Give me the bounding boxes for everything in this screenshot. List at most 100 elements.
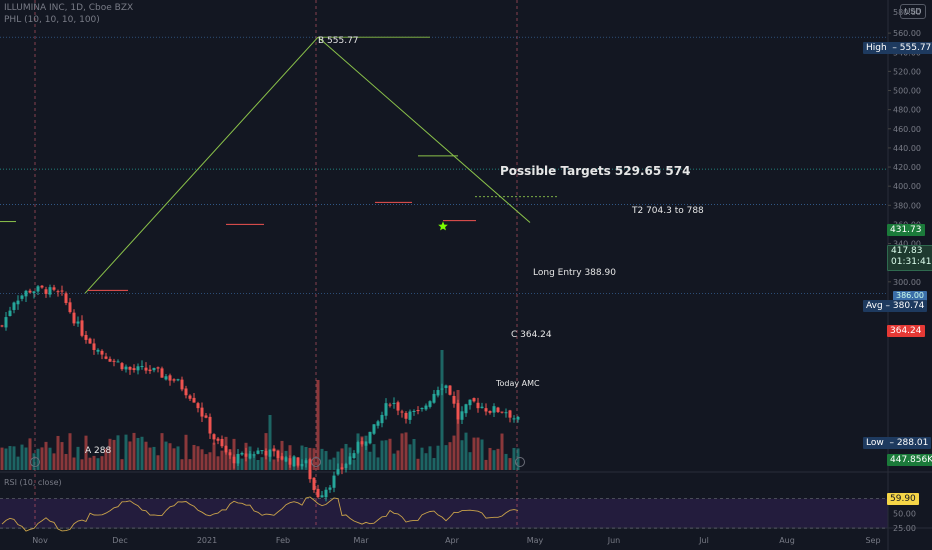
candle[interactable] — [188, 395, 192, 399]
candle[interactable] — [464, 404, 468, 414]
candle[interactable] — [20, 295, 24, 299]
candle[interactable] — [84, 334, 88, 340]
candle[interactable] — [132, 368, 136, 371]
candle[interactable] — [48, 287, 52, 295]
candle[interactable] — [256, 450, 260, 454]
candle[interactable] — [156, 367, 160, 369]
candle[interactable] — [144, 367, 148, 371]
candle[interactable] — [388, 404, 392, 406]
candle[interactable] — [120, 363, 124, 370]
candle[interactable] — [460, 411, 464, 420]
trend-line-bc[interactable] — [317, 36, 531, 223]
candle[interactable] — [92, 343, 96, 350]
candle[interactable] — [504, 412, 508, 414]
candle[interactable] — [12, 302, 16, 310]
candle[interactable] — [396, 402, 400, 411]
candle[interactable] — [200, 407, 204, 417]
candle[interactable] — [416, 410, 420, 412]
candle[interactable] — [368, 431, 372, 444]
candle[interactable] — [32, 291, 36, 294]
candle[interactable] — [72, 312, 76, 324]
candle[interactable] — [4, 317, 8, 328]
candle[interactable] — [324, 489, 328, 498]
candle[interactable] — [212, 434, 216, 440]
candle[interactable] — [392, 402, 396, 404]
candle[interactable] — [192, 397, 196, 403]
candle[interactable] — [124, 366, 128, 370]
candle[interactable] — [480, 406, 484, 409]
candle[interactable] — [260, 450, 264, 452]
candle[interactable] — [64, 293, 68, 304]
candle[interactable] — [184, 388, 188, 396]
candle[interactable] — [352, 453, 356, 459]
candle[interactable] — [372, 424, 376, 434]
candle[interactable] — [0, 325, 4, 327]
candle[interactable] — [424, 405, 428, 410]
candle[interactable] — [488, 411, 492, 413]
candle[interactable] — [80, 320, 84, 336]
candle[interactable] — [168, 375, 172, 381]
candle[interactable] — [328, 487, 332, 490]
candle[interactable] — [40, 285, 44, 288]
candle[interactable] — [240, 452, 244, 455]
candle[interactable] — [428, 401, 432, 407]
candle[interactable] — [112, 360, 116, 362]
candle[interactable] — [16, 300, 20, 305]
candle[interactable] — [28, 290, 32, 293]
candle[interactable] — [516, 416, 520, 420]
candle[interactable] — [8, 310, 12, 317]
candle[interactable] — [452, 395, 456, 404]
candle[interactable] — [128, 366, 132, 370]
candle[interactable] — [176, 379, 180, 381]
candle[interactable] — [404, 412, 408, 419]
candle[interactable] — [432, 393, 436, 403]
candle[interactable] — [76, 321, 80, 324]
candle[interactable] — [116, 361, 120, 363]
candle[interactable] — [472, 398, 476, 402]
candle[interactable] — [136, 366, 140, 371]
candle[interactable] — [408, 411, 412, 420]
candle[interactable] — [420, 408, 424, 410]
trend-line-ab[interactable] — [84, 36, 319, 294]
candle[interactable] — [448, 385, 452, 395]
candle[interactable] — [272, 448, 276, 452]
candle[interactable] — [148, 369, 152, 372]
candle[interactable] — [204, 415, 208, 418]
candle[interactable] — [500, 411, 504, 413]
candle[interactable] — [380, 414, 384, 424]
candle[interactable] — [104, 356, 108, 359]
candle[interactable] — [316, 488, 320, 498]
candle[interactable] — [96, 349, 100, 352]
candle[interactable] — [152, 367, 156, 371]
candle[interactable] — [60, 290, 64, 292]
event-badge-icon[interactable] — [30, 457, 40, 467]
candle[interactable] — [36, 286, 40, 292]
candle[interactable] — [512, 418, 516, 420]
candle[interactable] — [108, 358, 112, 362]
candle[interactable] — [444, 385, 448, 389]
candle[interactable] — [436, 390, 440, 396]
candle[interactable] — [476, 402, 480, 409]
candle[interactable] — [208, 416, 212, 434]
event-badge-icon[interactable] — [311, 457, 321, 467]
candle[interactable] — [68, 302, 72, 313]
candle[interactable] — [180, 379, 184, 390]
candle[interactable] — [384, 403, 388, 416]
candle[interactable] — [312, 477, 316, 490]
candle[interactable] — [336, 468, 340, 475]
candle[interactable] — [44, 289, 48, 294]
candle[interactable] — [220, 438, 224, 447]
candle[interactable] — [496, 407, 500, 412]
currency-button[interactable]: USD — [900, 4, 926, 19]
rsi-legend[interactable]: RSI (10, close) — [4, 478, 62, 487]
event-badge-icon[interactable] — [515, 457, 525, 467]
candle[interactable] — [468, 399, 472, 406]
candle[interactable] — [508, 410, 512, 418]
candle[interactable] — [100, 350, 104, 355]
candle[interactable] — [196, 403, 200, 409]
candle[interactable] — [484, 408, 488, 412]
candle[interactable] — [320, 495, 324, 498]
candle[interactable] — [400, 411, 404, 413]
candle[interactable] — [160, 368, 164, 378]
